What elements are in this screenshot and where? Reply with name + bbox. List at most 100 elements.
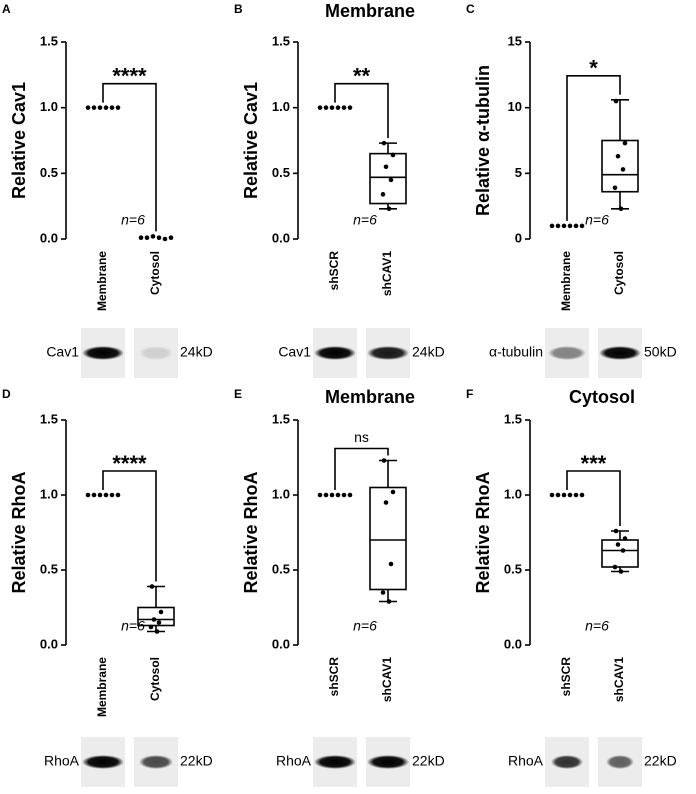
y-tick-label: 0 [515, 230, 522, 245]
significance-bracket [334, 447, 389, 490]
data-point [381, 140, 387, 146]
data-point [103, 492, 109, 498]
significance-label: ** [353, 63, 371, 88]
y-tick-label: 1.0 [504, 486, 522, 501]
data-point [138, 235, 144, 240]
data-point [317, 492, 323, 498]
y-tick-label: 0.5 [40, 561, 58, 576]
data-point [555, 492, 561, 498]
x-tick-label: Cytosol [612, 251, 626, 295]
data-point [341, 105, 347, 110]
y-axis-label: Relative α-tubulin [473, 65, 493, 216]
blot-protein: RhoA [508, 753, 544, 769]
y-tick-label: 1.5 [40, 33, 58, 48]
significance-label: **** [112, 63, 147, 88]
data-point [388, 561, 394, 567]
box [601, 139, 639, 193]
blot-band [314, 346, 356, 360]
data-point [103, 105, 109, 110]
data-point [168, 235, 174, 240]
blot-size: 22kD [180, 753, 213, 769]
data-point [151, 617, 157, 622]
data-point [555, 223, 561, 229]
data-point [323, 105, 329, 110]
data-point [115, 105, 121, 110]
data-point [388, 177, 394, 183]
panel: D Relative RhoA 0.0 0.5 1.0 1.5 Membrane Cytoso… [2, 387, 213, 787]
blot-size: 22kD [644, 753, 677, 769]
data-point [622, 140, 628, 146]
panel-letter: B [234, 2, 243, 16]
data-point [383, 500, 389, 505]
data-point [91, 105, 97, 110]
data-point [156, 620, 162, 625]
panel-title: Membrane [325, 387, 415, 407]
y-axis-label: Relative RhoA [473, 471, 493, 593]
data-point [341, 492, 347, 498]
y-tick-label: 0.5 [272, 561, 290, 576]
data-point [383, 164, 389, 170]
data-point [620, 548, 626, 553]
data-point [109, 105, 115, 110]
x-tick-label: Membrane [95, 251, 109, 311]
data-point [613, 528, 619, 534]
data-point [390, 489, 396, 495]
data-point [347, 105, 353, 110]
data-point [615, 542, 621, 547]
data-point [612, 564, 618, 570]
panel-letter: D [2, 387, 11, 401]
data-point [615, 153, 621, 159]
y-tick-label: 1.5 [40, 411, 58, 426]
data-point [162, 236, 168, 242]
significance-bracket [102, 470, 157, 582]
data-point [386, 599, 392, 604]
blot-protein: Cav1 [46, 344, 79, 360]
data-point [144, 235, 150, 240]
blot-band [548, 346, 586, 360]
n-label: n=6 [585, 618, 609, 634]
x-tick-label: Cytosol [148, 251, 162, 295]
y-axis-label: Relative RhoA [9, 471, 29, 593]
data-point [613, 98, 619, 104]
panel: C Relative α-tubulin 0 5 10 15 Membrane Cytosol… [466, 2, 677, 378]
data-point [380, 590, 386, 595]
y-tick-label: 1.0 [40, 99, 58, 114]
data-point [158, 609, 164, 615]
data-point [381, 458, 387, 463]
significance-bracket [566, 74, 621, 221]
data-point [148, 624, 154, 630]
data-point [386, 206, 392, 212]
data-point [573, 492, 579, 498]
data-point [573, 223, 579, 229]
box [369, 152, 407, 205]
blot-band [139, 755, 173, 769]
y-tick-label: 0.0 [40, 636, 58, 651]
x-tick-label: Membrane [559, 251, 573, 311]
x-tick-label: shSCR [327, 657, 341, 697]
blot-protein: α-tubulin [489, 344, 543, 360]
data-point [91, 492, 97, 498]
y-tick-label: 0.0 [504, 636, 522, 651]
data-point [323, 492, 329, 498]
blot-size: 24kD [180, 344, 213, 360]
y-axis-label: Relative Cav1 [241, 82, 261, 199]
y-tick-label: 1.0 [272, 486, 290, 501]
y-axis-label: Relative Cav1 [9, 82, 29, 199]
y-tick-label: 0.5 [40, 165, 58, 180]
blot-band [82, 346, 124, 360]
data-point [156, 235, 162, 240]
data-point [390, 152, 396, 158]
n-label: n=6 [121, 212, 145, 228]
data-point [154, 629, 160, 634]
data-point [561, 223, 567, 229]
blot-band [551, 755, 583, 769]
data-point [97, 105, 103, 110]
y-tick-label: 1.0 [272, 99, 290, 114]
data-point [579, 223, 585, 229]
blot-band [367, 755, 409, 769]
data-point [347, 492, 353, 498]
data-point [335, 105, 341, 110]
y-tick-label: 1.5 [504, 411, 522, 426]
x-tick-label: Membrane [95, 657, 109, 717]
